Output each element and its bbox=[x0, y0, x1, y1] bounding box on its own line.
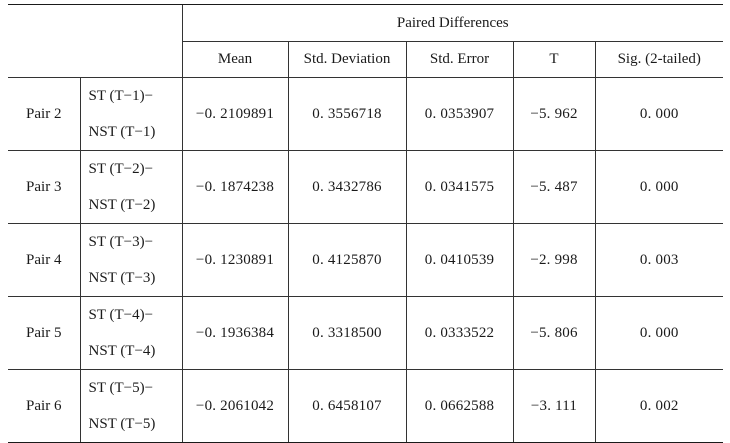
mean-cell: −0. 1874238 bbox=[182, 150, 289, 224]
comparison-line-2: NST (T−5) bbox=[88, 416, 156, 432]
table-row: Pair 5 ST (T−4)− NST (T−4) −0. 1936384 0.… bbox=[8, 296, 723, 370]
pair-label: Pair 6 bbox=[8, 369, 81, 443]
std-deviation-cell: 0. 3318500 bbox=[288, 296, 407, 370]
t-cell: −5. 806 bbox=[513, 296, 596, 370]
col-header-sig: Sig. (2-tailed) bbox=[595, 41, 723, 78]
group-title: Paired Differences bbox=[181, 4, 723, 42]
comparison-label: ST (T−4)− NST (T−4) bbox=[80, 296, 183, 370]
col-header-std-deviation: Std. Deviation bbox=[288, 41, 407, 78]
comparison-line-1: ST (T−3)− bbox=[88, 234, 154, 250]
std-deviation-cell: 0. 3556718 bbox=[288, 77, 407, 151]
t-cell: −2. 998 bbox=[513, 223, 596, 297]
pair-label: Pair 2 bbox=[8, 77, 81, 151]
col-header-mean: Mean bbox=[181, 41, 289, 78]
col-header-std-error: Std. Error bbox=[406, 41, 514, 78]
sig-cell: 0. 000 bbox=[595, 150, 723, 224]
table-row: Pair 3 ST (T−2)− NST (T−2) −0. 1874238 0.… bbox=[8, 150, 723, 224]
comparison-label: ST (T−3)− NST (T−3) bbox=[80, 223, 183, 297]
comparison-label: ST (T−5)− NST (T−5) bbox=[80, 369, 183, 443]
comparison-line-1: ST (T−5)− bbox=[88, 380, 154, 396]
paired-differences-table: Paired Differences Mean Std. Deviation S… bbox=[8, 4, 723, 443]
std-error-cell: 0. 0410539 bbox=[406, 223, 514, 297]
header-row-group: Paired Differences bbox=[8, 4, 723, 78]
sig-cell: 0. 002 bbox=[595, 369, 723, 443]
pair-label: Pair 3 bbox=[8, 150, 81, 224]
header-corner-cell bbox=[8, 4, 182, 78]
mean-cell: −0. 1230891 bbox=[182, 223, 289, 297]
pair-label: Pair 5 bbox=[8, 296, 81, 370]
comparison-line-2: NST (T−3) bbox=[88, 270, 156, 286]
comparison-line-1: ST (T−2)− bbox=[88, 161, 154, 177]
comparison-label: ST (T−2)− NST (T−2) bbox=[80, 150, 183, 224]
std-deviation-cell: 0. 6458107 bbox=[288, 369, 407, 443]
std-deviation-cell: 0. 3432786 bbox=[288, 150, 407, 224]
header-row-columns: Mean Std. Deviation Std. Error T Sig. (2… bbox=[8, 41, 723, 78]
comparison-line-2: NST (T−4) bbox=[88, 343, 156, 359]
sig-cell: 0. 000 bbox=[595, 296, 723, 370]
comparison-line-1: ST (T−4)− bbox=[88, 307, 154, 323]
t-cell: −5. 487 bbox=[513, 150, 596, 224]
table-row: Pair 2 ST (T−1)− NST (T−1) −0. 2109891 0.… bbox=[8, 77, 723, 151]
table-row: Pair 6 ST (T−5)− NST (T−5) −0. 2061042 0.… bbox=[8, 369, 723, 443]
t-cell: −3. 111 bbox=[513, 369, 596, 443]
t-cell: −5. 962 bbox=[513, 77, 596, 151]
std-error-cell: 0. 0341575 bbox=[406, 150, 514, 224]
table-row: Pair 4 ST (T−3)− NST (T−3) −0. 1230891 0.… bbox=[8, 223, 723, 297]
comparison-line-2: NST (T−1) bbox=[88, 124, 156, 140]
mean-cell: −0. 2109891 bbox=[182, 77, 289, 151]
sig-cell: 0. 003 bbox=[595, 223, 723, 297]
std-deviation-cell: 0. 4125870 bbox=[288, 223, 407, 297]
mean-cell: −0. 2061042 bbox=[182, 369, 289, 443]
mean-cell: −0. 1936384 bbox=[182, 296, 289, 370]
pair-label: Pair 4 bbox=[8, 223, 81, 297]
col-header-t: T bbox=[513, 41, 596, 78]
std-error-cell: 0. 0662588 bbox=[406, 369, 514, 443]
comparison-line-2: NST (T−2) bbox=[88, 197, 156, 213]
sig-cell: 0. 000 bbox=[595, 77, 723, 151]
comparison-label: ST (T−1)− NST (T−1) bbox=[80, 77, 183, 151]
comparison-line-1: ST (T−1)− bbox=[88, 88, 154, 104]
std-error-cell: 0. 0353907 bbox=[406, 77, 514, 151]
std-error-cell: 0. 0333522 bbox=[406, 296, 514, 370]
